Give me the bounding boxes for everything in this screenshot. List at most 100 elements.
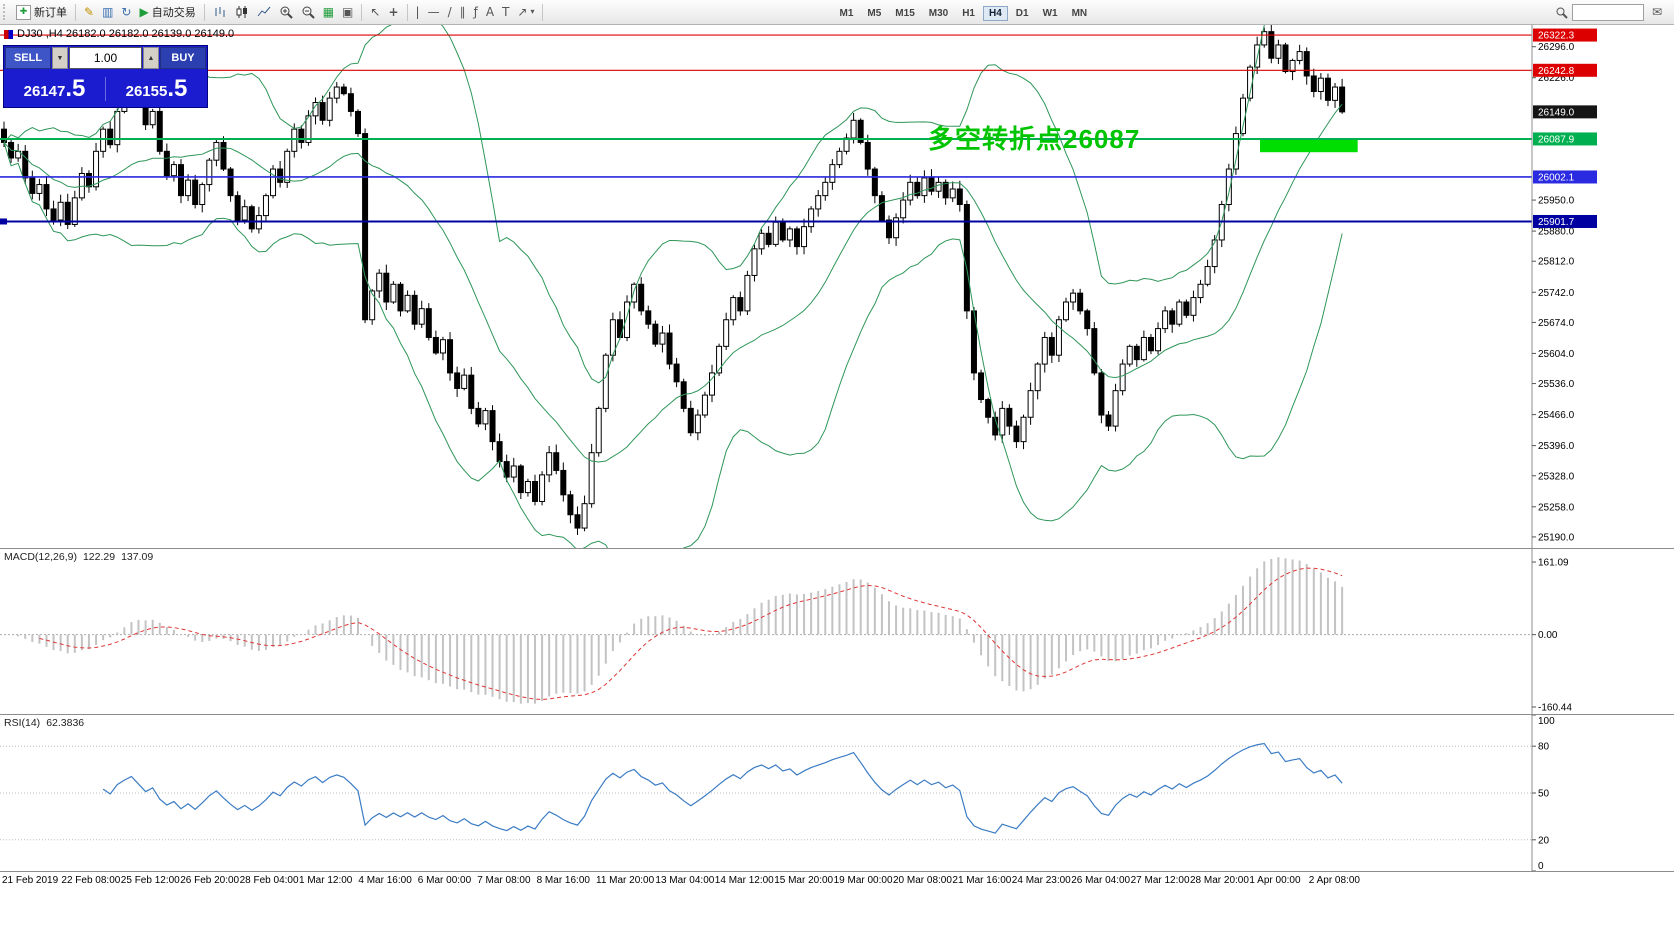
timeframe-button-h1[interactable]: H1 xyxy=(956,6,981,21)
crosshair-icon: + xyxy=(388,5,399,19)
zoom-out-icon xyxy=(302,6,315,19)
time-axis-label: 8 Mar 16:00 xyxy=(536,875,590,886)
rsi-value: 62.3836 xyxy=(46,717,85,729)
svg-text:26242.8: 26242.8 xyxy=(1538,66,1575,77)
chart-annotation: 多空转折点26087 xyxy=(928,124,1141,154)
separator xyxy=(203,3,205,21)
time-axis-label: 26 Feb 20:00 xyxy=(180,875,240,886)
timeframe-button-m1[interactable]: M1 xyxy=(833,6,859,21)
horizontal-line-button[interactable]: — xyxy=(424,2,444,22)
time-axis-label: 28 Feb 04:00 xyxy=(239,875,299,886)
line-handle[interactable] xyxy=(0,218,7,225)
line-chart-button[interactable] xyxy=(253,2,275,22)
time-axis-label: 21 Mar 16:00 xyxy=(952,875,1012,886)
auto-trading-button[interactable]: ▶ 自动交易 xyxy=(135,2,199,22)
svg-text:20: 20 xyxy=(1538,835,1550,846)
trendline-button[interactable]: / xyxy=(444,2,456,22)
bollinger-lower-line xyxy=(3,142,1343,548)
chart-symbol-icon xyxy=(4,29,13,39)
volume-up-button[interactable]: ▲ xyxy=(143,47,159,69)
time-axis-label: 24 Mar 23:00 xyxy=(1011,875,1071,886)
timeframe-button-h4[interactable]: H4 xyxy=(983,6,1008,21)
macd-label: MACD(12,26,9) 122.29 137.09 xyxy=(4,551,154,563)
price-axis[interactable]: 26296.0 26226.0 25950.0 25880.0 25812.0 25742… xyxy=(1531,25,1597,548)
search-input[interactable] xyxy=(1571,3,1644,21)
timeframe-button-m5[interactable]: M5 xyxy=(861,6,887,21)
volume-down-button[interactable]: ▼ xyxy=(52,47,68,69)
green-zone-rectangle[interactable] xyxy=(1259,138,1358,153)
metaeditor-button[interactable]: ✎ xyxy=(80,2,98,22)
zoom-in-button[interactable] xyxy=(275,2,297,22)
zoom-in-icon xyxy=(280,6,293,19)
time-axis-label: 11 Mar 20:00 xyxy=(596,875,655,886)
svg-text:25812.0: 25812.0 xyxy=(1538,257,1575,268)
toolbar-drag-handle[interactable] xyxy=(3,4,9,20)
rsi-line xyxy=(102,742,1343,834)
fibonacci-button[interactable]: ƒ xyxy=(470,2,482,22)
main-chart[interactable]: 26296.0 26226.0 25950.0 25880.0 25812.0 25742… xyxy=(0,25,1674,548)
time-axis-label: 2 Apr 08:00 xyxy=(1308,875,1360,886)
crosshair-button[interactable]: + xyxy=(384,2,402,22)
channel-button[interactable]: ∥ xyxy=(456,2,470,22)
arrows-button[interactable]: ↗ ▾ xyxy=(513,2,538,22)
separator xyxy=(75,3,76,21)
refresh-button[interactable]: ↻ xyxy=(117,2,135,22)
timeframe-button-m15[interactable]: M15 xyxy=(889,6,920,21)
mailbox-button[interactable]: ✉ xyxy=(1648,2,1666,22)
price-marker-box xyxy=(1533,28,1597,42)
tile-windows-button[interactable]: ▣ xyxy=(338,2,357,22)
vertical-line-button[interactable]: | xyxy=(412,2,424,22)
rsi-chart[interactable]: 100 80 50 20 0 xyxy=(0,715,1674,871)
new-order-button[interactable]: ✚ 新订单 xyxy=(12,2,71,22)
cursor-icon: ↖ xyxy=(370,5,381,19)
svg-text:25950.0: 25950.0 xyxy=(1538,196,1575,207)
svg-text:100: 100 xyxy=(1538,716,1555,727)
buy-price: 26155.5 xyxy=(105,76,207,101)
new-order-icon: ✚ xyxy=(16,4,31,20)
time-axis-label: 13 Mar 04:00 xyxy=(655,875,715,886)
time-axis-label: 22 Feb 08:00 xyxy=(61,875,121,886)
svg-text:25328.0: 25328.0 xyxy=(1538,471,1575,482)
time-axis-label: 15 Mar 20:00 xyxy=(774,875,834,886)
timeframe-toolbar: M1 M5 M15 M30 H1 H4 D1 W1 MN xyxy=(832,3,1094,21)
market-watch-icon: ▥ xyxy=(102,5,114,19)
mailbox-icon: ✉ xyxy=(1651,5,1662,19)
svg-text:50: 50 xyxy=(1538,789,1550,800)
macd-pane[interactable]: 161.09 0.00 -160.44 MACD(12,26,9) 122.29 1… xyxy=(0,548,1674,714)
timeframe-button-d1[interactable]: D1 xyxy=(1010,6,1035,21)
price-marker-box xyxy=(1533,105,1597,119)
time-axis-label: 26 Mar 04:00 xyxy=(1071,875,1131,886)
time-axis[interactable]: 21 Feb 2019 22 Feb 08:00 25 Feb 12:00 26 Fe… xyxy=(0,871,1674,890)
tile-windows-icon: ▣ xyxy=(342,5,354,19)
svg-text:25396.0: 25396.0 xyxy=(1538,441,1575,452)
zoom-out-button[interactable] xyxy=(297,2,319,22)
indicators-button[interactable]: ▦ xyxy=(319,2,338,22)
text-button[interactable]: A xyxy=(482,2,498,22)
time-axis-label: 14 Mar 12:00 xyxy=(714,875,774,886)
svg-text:26226.0: 26226.0 xyxy=(1538,73,1575,84)
timeframe-button-w1[interactable]: W1 xyxy=(1037,6,1064,21)
timeframe-button-mn[interactable]: MN xyxy=(1066,6,1094,21)
main-chart-pane[interactable]: 26296.0 26226.0 25950.0 25880.0 25812.0 25742… xyxy=(0,25,1674,548)
timeframe-button-m30[interactable]: M30 xyxy=(923,6,954,21)
buy-button[interactable]: BUY xyxy=(160,47,206,69)
candlestick-chart-button[interactable] xyxy=(231,2,253,22)
macd-value: 122.29 xyxy=(82,551,116,563)
separator xyxy=(406,3,408,21)
rsi-pane[interactable]: 100 80 50 20 0 RSI(14) 62.3836 xyxy=(0,714,1674,871)
price-marker-box xyxy=(1533,214,1597,228)
chevron-down-icon: ▾ xyxy=(530,7,535,16)
refresh-icon: ↻ xyxy=(121,5,132,19)
new-order-label: 新订单 xyxy=(34,7,67,19)
search-icon xyxy=(1556,7,1568,19)
svg-text:25880.0: 25880.0 xyxy=(1538,227,1575,238)
svg-text:26322.3: 26322.3 xyxy=(1538,31,1575,42)
cursor-button[interactable]: ↖ xyxy=(366,2,384,22)
volume-input[interactable] xyxy=(69,47,142,69)
bar-chart-button[interactable] xyxy=(209,2,231,22)
macd-chart[interactable]: 161.09 0.00 -160.44 xyxy=(0,549,1674,714)
time-axis-label: 25 Feb 12:00 xyxy=(120,875,180,886)
sell-button[interactable]: SELL xyxy=(5,47,51,69)
market-watch-button[interactable]: ▥ xyxy=(98,2,117,22)
text-label-button[interactable]: T xyxy=(498,2,513,22)
